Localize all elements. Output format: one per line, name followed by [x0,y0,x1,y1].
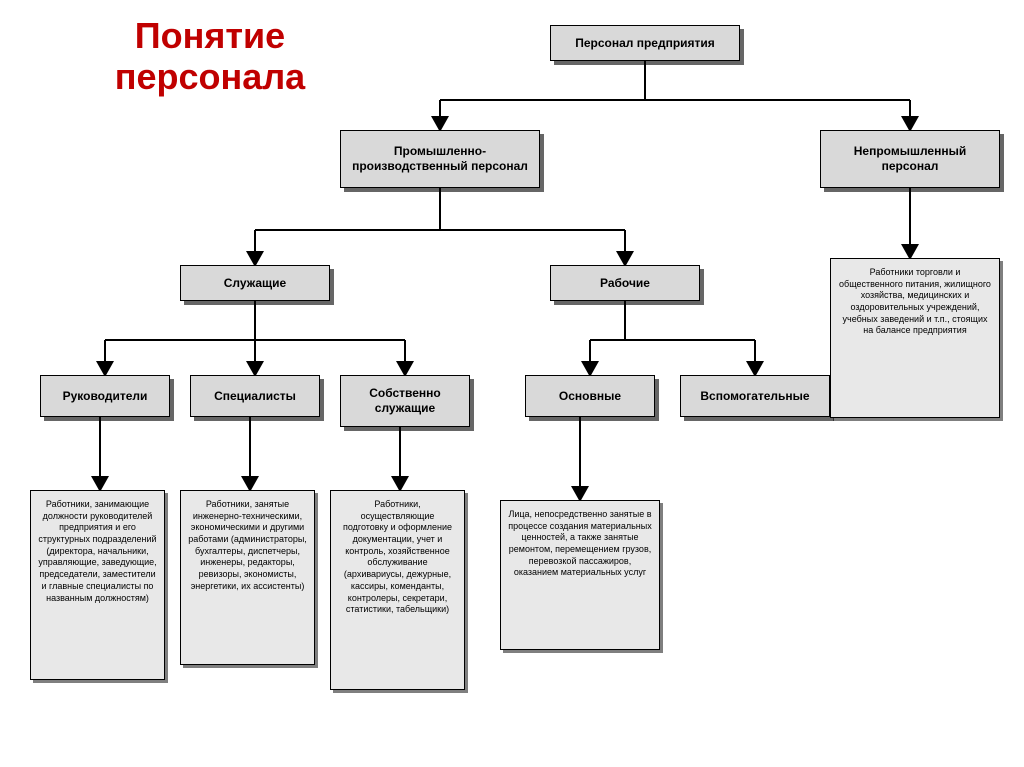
leaf-specialists: Работники, занятые инженерно-техническим… [180,490,315,665]
node-nonindustrial: Непромышленный персонал [820,130,1000,188]
node-aux: Вспомогательные [680,375,830,417]
leaf-managers: Работники, занимающие должности руководи… [30,490,165,680]
leaf-clerks: Работники, осуществляющие подготовку и о… [330,490,465,690]
node-employees: Служащие [180,265,330,301]
node-clerks: Собственно служащие [340,375,470,427]
node-workers: Рабочие [550,265,700,301]
node-specialists: Специалисты [190,375,320,417]
node-industrial: Промышленно-производственный персонал [340,130,540,188]
page-title: Понятие персонала [80,15,340,98]
leaf-nonindustrial: Работники торговли и общественного питан… [830,258,1000,418]
leaf-main: Лица, непосредственно занятые в процессе… [500,500,660,650]
node-root: Персонал предприятия [550,25,740,61]
node-managers: Руководители [40,375,170,417]
node-main: Основные [525,375,655,417]
